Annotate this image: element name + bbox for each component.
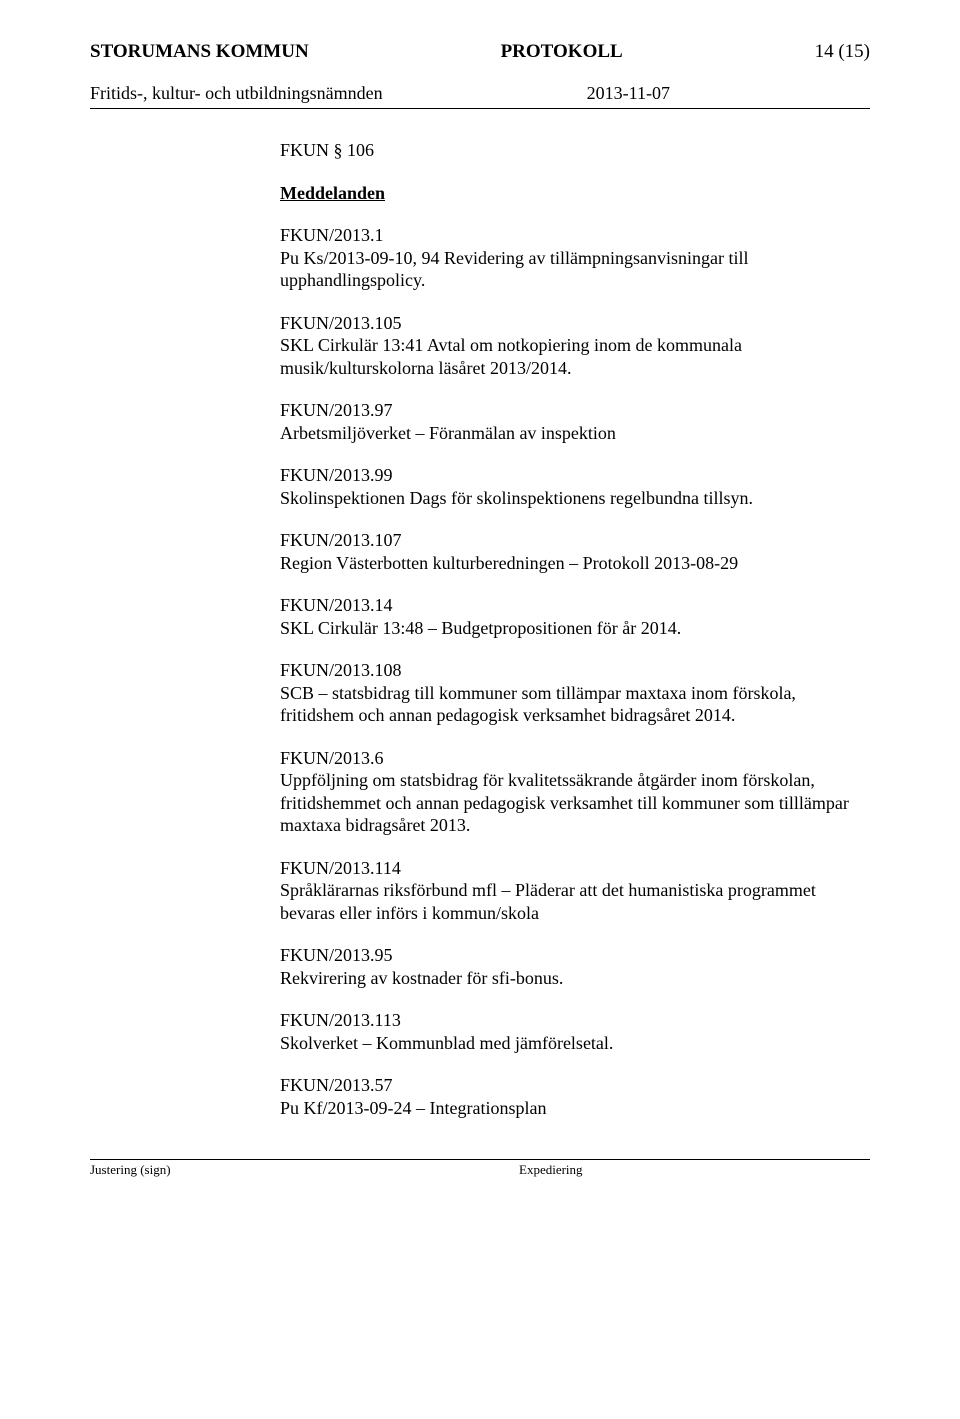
entry-body: Rekvirering av kostnader för sfi-bonus. bbox=[280, 967, 860, 990]
content-body: FKUN § 106 Meddelanden FKUN/2013.1Pu Ks/… bbox=[90, 139, 870, 1119]
committee-name: Fritids-, kultur- och utbildningsnämnden bbox=[90, 82, 587, 105]
page-subheader: Fritids-, kultur- och utbildningsnämnden… bbox=[90, 82, 870, 110]
entry-ref: FKUN/2013.108 bbox=[280, 659, 860, 682]
entry-ref: FKUN/2013.6 bbox=[280, 747, 860, 770]
entry-body: Region Västerbotten kulturberedningen – … bbox=[280, 552, 860, 575]
page-number: 14 (15) bbox=[815, 40, 870, 64]
entry: FKUN/2013.6Uppföljning om statsbidrag fö… bbox=[280, 747, 860, 837]
entry: FKUN/2013.57Pu Kf/2013-09-24 – Integrati… bbox=[280, 1074, 860, 1119]
entry-ref: FKUN/2013.57 bbox=[280, 1074, 860, 1097]
entry-ref: FKUN/2013.95 bbox=[280, 944, 860, 967]
entry-ref: FKUN/2013.113 bbox=[280, 1009, 860, 1032]
entry-ref: FKUN/2013.14 bbox=[280, 594, 860, 617]
footer-right: Expediering bbox=[519, 1162, 870, 1178]
entry-body: SKL Cirkulär 13:48 – Budgetpropositionen… bbox=[280, 617, 860, 640]
entry: FKUN/2013.105SKL Cirkulär 13:41 Avtal om… bbox=[280, 312, 860, 380]
entry: FKUN/2013.14SKL Cirkulär 13:48 – Budgetp… bbox=[280, 594, 860, 639]
entry: FKUN/2013.97Arbetsmiljöverket – Föranmäl… bbox=[280, 399, 860, 444]
entry-body: Skolverket – Kommunblad med jämförelseta… bbox=[280, 1032, 860, 1055]
meeting-date: 2013-11-07 bbox=[587, 82, 870, 105]
entry: FKUN/2013.107Region Västerbotten kulturb… bbox=[280, 529, 860, 574]
entry-body: Skolinspektionen Dags för skolinspektion… bbox=[280, 487, 860, 510]
footer-left: Justering (sign) bbox=[90, 1162, 519, 1178]
entry: FKUN/2013.114Språklärarnas riksförbund m… bbox=[280, 857, 860, 925]
entry-ref: FKUN/2013.99 bbox=[280, 464, 860, 487]
entry: FKUN/2013.1Pu Ks/2013-09-10, 94 Revideri… bbox=[280, 224, 860, 292]
entries-list: FKUN/2013.1Pu Ks/2013-09-10, 94 Revideri… bbox=[280, 224, 860, 1119]
page-footer: Justering (sign) Expediering bbox=[90, 1159, 870, 1178]
entry-body: Pu Ks/2013-09-10, 94 Revidering av tillä… bbox=[280, 247, 860, 292]
entry-ref: FKUN/2013.97 bbox=[280, 399, 860, 422]
doc-type: PROTOKOLL bbox=[501, 40, 623, 64]
entry-body: Uppföljning om statsbidrag för kvalitets… bbox=[280, 769, 860, 837]
entry-ref: FKUN/2013.114 bbox=[280, 857, 860, 880]
entry-ref: FKUN/2013.1 bbox=[280, 224, 860, 247]
entry: FKUN/2013.95Rekvirering av kostnader för… bbox=[280, 944, 860, 989]
entry: FKUN/2013.99Skolinspektionen Dags för sk… bbox=[280, 464, 860, 509]
section-title: Meddelanden bbox=[280, 182, 860, 205]
entry-ref: FKUN/2013.105 bbox=[280, 312, 860, 335]
org-name: STORUMANS KOMMUN bbox=[90, 40, 309, 64]
entry-body: SKL Cirkulär 13:41 Avtal om notkopiering… bbox=[280, 334, 860, 379]
entry-body: Språklärarnas riksförbund mfl – Pläderar… bbox=[280, 879, 860, 924]
entry-body: SCB – statsbidrag till kommuner som till… bbox=[280, 682, 860, 727]
entry-body: Pu Kf/2013-09-24 – Integrationsplan bbox=[280, 1097, 860, 1120]
entry: FKUN/2013.113Skolverket – Kommunblad med… bbox=[280, 1009, 860, 1054]
entry-ref: FKUN/2013.107 bbox=[280, 529, 860, 552]
page-header: STORUMANS KOMMUN PROTOKOLL 14 (15) bbox=[90, 40, 870, 64]
entry: FKUN/2013.108SCB – statsbidrag till komm… bbox=[280, 659, 860, 727]
entry-body: Arbetsmiljöverket – Föranmälan av inspek… bbox=[280, 422, 860, 445]
section-number: FKUN § 106 bbox=[280, 139, 860, 162]
